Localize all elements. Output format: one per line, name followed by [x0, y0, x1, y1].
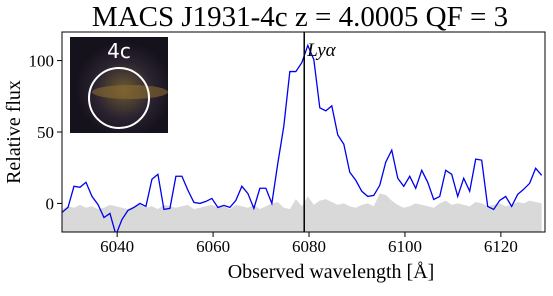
y-axis-label: Relative flux: [3, 80, 25, 184]
x-tick-label: 6040: [100, 237, 134, 256]
y-tick-label: 100: [29, 52, 55, 71]
chart-title: MACS J1931-4c z = 4.0005 QF = 3: [92, 1, 508, 33]
inset-image: [70, 37, 168, 133]
inset: 4c: [70, 37, 168, 133]
inset-label: 4c: [107, 39, 131, 63]
x-tick-label: 6080: [292, 237, 326, 256]
inset-galaxy: [92, 85, 168, 99]
spectrum-line: [62, 43, 543, 232]
y-tick-label: 50: [37, 123, 54, 142]
x-tick-label: 6120: [484, 237, 518, 256]
x-axis-label: Observed wavelength [Å]: [228, 261, 435, 283]
inset-circle: [88, 67, 150, 129]
y-tick-label: 0: [46, 194, 55, 213]
plot-area: [62, 43, 543, 232]
x-tick-label: 6060: [196, 237, 230, 256]
noise-area: [62, 193, 542, 232]
x-tick-label: 6100: [388, 237, 422, 256]
lya-label: Lyα: [306, 40, 336, 61]
